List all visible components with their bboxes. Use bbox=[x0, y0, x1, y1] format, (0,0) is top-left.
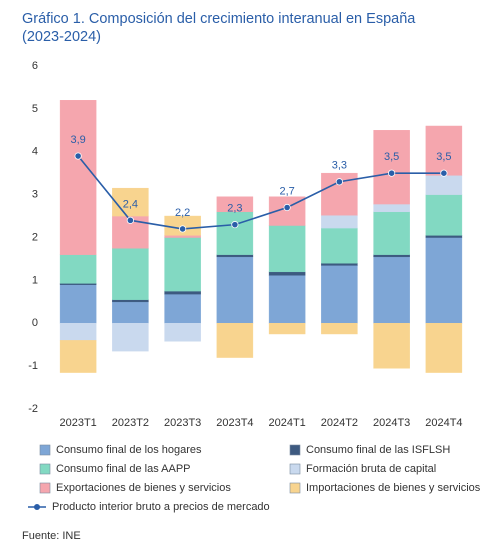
y-tick-label: 5 bbox=[32, 103, 38, 115]
y-tick-label: 1 bbox=[32, 274, 38, 286]
bar-segment bbox=[112, 187, 149, 217]
data-label: 3,5 bbox=[436, 151, 451, 163]
bar-segment bbox=[112, 299, 149, 303]
legend-swatch bbox=[39, 463, 51, 475]
data-label: 2,7 bbox=[279, 185, 294, 197]
y-tick-label: -2 bbox=[28, 403, 38, 415]
line-point bbox=[74, 152, 82, 160]
data-label: 3,9 bbox=[70, 134, 85, 146]
bar-segment bbox=[425, 194, 463, 236]
legend-swatch bbox=[39, 482, 51, 494]
bar-segment bbox=[164, 235, 201, 238]
x-tick-label: 2024T1 bbox=[268, 417, 305, 429]
bar-segment bbox=[59, 340, 97, 373]
bar-segment bbox=[59, 254, 97, 284]
legend-label: Consumo final de los hogares bbox=[56, 444, 202, 456]
bar-segment bbox=[425, 323, 463, 373]
bar-segment bbox=[425, 235, 463, 238]
line-point bbox=[126, 216, 134, 224]
legend-label: Producto interior bruto a precios de mer… bbox=[52, 501, 270, 513]
bar-segment bbox=[164, 237, 201, 292]
bar-segment bbox=[164, 290, 201, 295]
legend-label: Consumo final de las AAPP bbox=[56, 463, 191, 475]
bar-segment bbox=[373, 203, 410, 213]
legend-swatch bbox=[289, 463, 301, 475]
bar-segment bbox=[59, 284, 97, 324]
x-tick-label: 2024T2 bbox=[321, 417, 358, 429]
bar-segment bbox=[59, 100, 97, 255]
bar-segment bbox=[268, 323, 306, 335]
bar-segment bbox=[268, 271, 306, 276]
legend-label: Importaciones de bienes y servicios bbox=[306, 482, 481, 494]
bar-segment bbox=[268, 225, 306, 273]
legend-swatch bbox=[289, 444, 301, 456]
chart-title: Gráfico 1. Composición del crecimiento i… bbox=[22, 11, 416, 45]
line-point bbox=[179, 225, 187, 233]
x-tick-label: 2023T1 bbox=[59, 417, 96, 429]
bar-segment bbox=[373, 323, 410, 369]
bar-segment bbox=[321, 227, 358, 264]
bar-segment bbox=[216, 211, 254, 255]
x-tick-label: 2024T3 bbox=[373, 417, 410, 429]
y-tick-label: -1 bbox=[28, 360, 38, 372]
bar-segment bbox=[321, 262, 358, 266]
bar-segment bbox=[321, 323, 358, 335]
bar-segment bbox=[164, 323, 201, 342]
x-tick-label: 2024T4 bbox=[425, 417, 462, 429]
legend-label: Consumo final de las ISFLSH bbox=[306, 444, 450, 456]
bar-segment bbox=[59, 323, 97, 341]
y-tick-label: 6 bbox=[32, 60, 38, 72]
line-point bbox=[231, 221, 239, 229]
bar-segment bbox=[112, 323, 149, 352]
bar-segment bbox=[216, 256, 254, 324]
bar-segment bbox=[425, 175, 463, 195]
bar-segment bbox=[373, 256, 410, 324]
bar-segment bbox=[321, 265, 358, 324]
data-label: 2,3 bbox=[227, 203, 242, 215]
legend-label: Formación bruta de capital bbox=[306, 463, 436, 475]
bar-segment bbox=[373, 254, 410, 258]
y-tick-label: 3 bbox=[32, 189, 38, 201]
line-point bbox=[388, 169, 396, 177]
legend-swatch bbox=[34, 504, 40, 510]
data-label: 2,2 bbox=[175, 207, 190, 219]
line-point bbox=[440, 169, 448, 177]
bar-segment bbox=[425, 125, 463, 176]
bar-segment bbox=[216, 323, 254, 358]
x-tick-label: 2023T2 bbox=[112, 417, 149, 429]
x-tick-label: 2023T4 bbox=[216, 417, 253, 429]
bar-segment bbox=[216, 254, 254, 258]
source-note: Fuente: INE bbox=[22, 530, 81, 542]
line-point bbox=[335, 178, 343, 186]
data-label: 3,3 bbox=[332, 160, 347, 172]
data-label: 2,4 bbox=[123, 198, 138, 210]
legend-label: Exportaciones de bienes y servicios bbox=[56, 482, 231, 494]
y-tick-label: 4 bbox=[32, 146, 38, 158]
bar-segment bbox=[321, 214, 358, 229]
legend-swatch bbox=[39, 444, 51, 456]
legend-swatch bbox=[289, 482, 301, 494]
bar-segment bbox=[164, 293, 201, 324]
bar-segment bbox=[373, 130, 410, 205]
bar-segment bbox=[268, 274, 306, 324]
bar-segment bbox=[112, 301, 149, 324]
bar-segment bbox=[373, 211, 410, 255]
data-label: 3,5 bbox=[384, 151, 399, 163]
y-tick-label: 2 bbox=[32, 231, 38, 243]
bar-segment bbox=[112, 247, 149, 300]
bar-segment bbox=[216, 196, 254, 213]
bar-segment bbox=[425, 237, 463, 324]
x-tick-label: 2023T3 bbox=[164, 417, 201, 429]
y-tick-label: 0 bbox=[32, 317, 38, 329]
line-point bbox=[283, 203, 291, 212]
line-series bbox=[77, 155, 444, 230]
